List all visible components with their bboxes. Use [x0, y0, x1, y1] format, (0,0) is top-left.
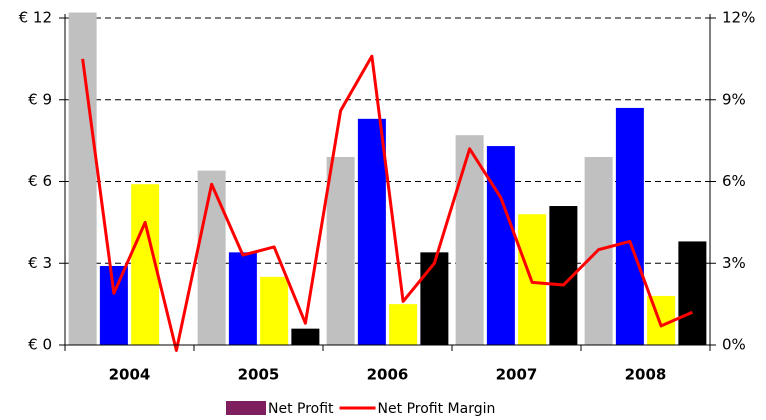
legend-label: Net Profit Margin — [378, 401, 496, 417]
x-group-label: 2004 — [109, 366, 151, 384]
x-group-label: 2007 — [496, 366, 538, 384]
legend-label: Net Profit — [268, 401, 334, 417]
bar — [420, 252, 449, 345]
y-tick-label: € 0 — [28, 336, 52, 354]
bar — [455, 135, 484, 345]
y2-tick-label: 6% — [722, 172, 746, 190]
legend-swatch — [226, 401, 266, 415]
x-group-label: 2005 — [238, 366, 280, 384]
bar — [615, 107, 644, 345]
line — [81, 54, 693, 352]
bar — [357, 118, 386, 345]
x-group-label: 2008 — [625, 366, 667, 384]
y-tick-label: € 12 — [19, 9, 52, 27]
y2-tick-label: 12% — [722, 9, 755, 27]
bar — [99, 265, 128, 345]
bar — [197, 170, 226, 345]
x-group-label: 2006 — [367, 366, 409, 384]
bar — [291, 328, 320, 345]
y2-tick-label: 9% — [722, 90, 746, 108]
y2-tick-label: 3% — [722, 254, 746, 272]
bar — [260, 276, 289, 345]
bar — [389, 304, 418, 345]
bar — [326, 156, 355, 345]
y-tick-label: € 9 — [28, 90, 52, 108]
y-tick-label: € 3 — [28, 254, 52, 272]
bar — [486, 146, 515, 345]
y-tick-label: € 6 — [28, 172, 52, 190]
bar — [228, 252, 257, 345]
bar — [678, 241, 707, 345]
y2-tick-label: 0% — [722, 336, 746, 354]
